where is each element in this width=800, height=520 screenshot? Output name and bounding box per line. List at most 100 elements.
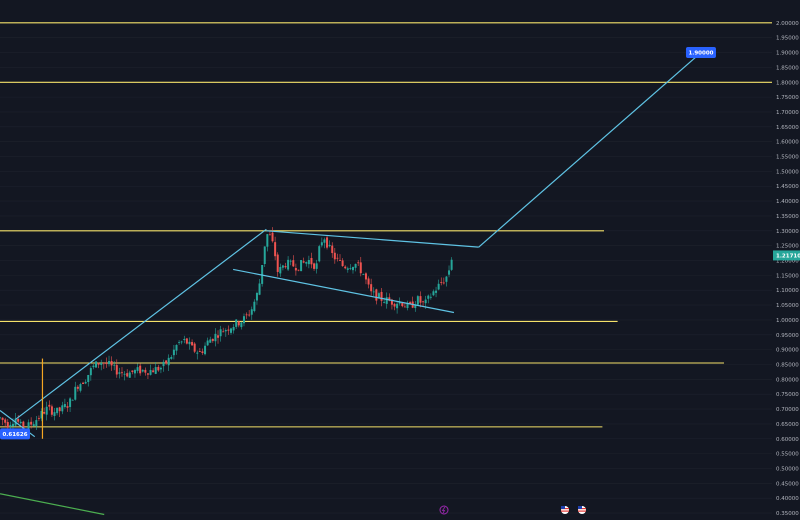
candle-body	[183, 338, 186, 341]
candle-body	[432, 291, 435, 296]
candle-body	[437, 283, 440, 290]
candle-body	[48, 404, 51, 407]
candle-body	[79, 384, 82, 391]
candle-body	[149, 369, 152, 375]
candle-body	[82, 382, 85, 385]
candle-body	[170, 357, 173, 359]
candle-body	[250, 309, 253, 315]
candle-body	[159, 367, 162, 370]
candle-body	[253, 301, 256, 312]
candle-body	[258, 283, 261, 295]
candle-body	[281, 265, 284, 268]
candle-body	[398, 301, 401, 304]
candle-body	[232, 327, 235, 331]
candle-body	[217, 335, 220, 338]
candle-body	[396, 303, 399, 309]
candle-body	[123, 373, 126, 375]
y-tick-label: 1.35000	[776, 214, 799, 220]
candle-body	[235, 319, 238, 327]
y-tick-label: 0.70000	[776, 407, 799, 413]
candle-body	[245, 314, 248, 316]
candle-body	[92, 365, 95, 368]
us-flag-icon[interactable]	[578, 506, 586, 514]
candle-body	[17, 419, 20, 422]
candle-body	[333, 252, 336, 260]
y-tick-label: 1.45000	[776, 184, 799, 190]
y-tick-label: 1.75000	[776, 95, 799, 101]
y-tick-label: 1.30000	[776, 229, 799, 235]
candle-body	[383, 302, 386, 304]
candle-body	[388, 297, 391, 301]
candle-body	[35, 420, 38, 427]
y-tick-label: 0.65000	[776, 422, 799, 428]
candle-body	[89, 368, 92, 376]
candle-body	[50, 406, 53, 415]
y-tick-label: 1.00000	[776, 318, 799, 324]
trend-line-flag-bottom[interactable]	[233, 268, 455, 314]
y-tick-label: 1.80000	[776, 80, 799, 86]
candle-body	[30, 421, 33, 425]
trend-line-target-projection[interactable]	[478, 52, 702, 248]
candle-body	[302, 261, 305, 263]
candle-body	[266, 234, 269, 247]
candle-body	[320, 242, 323, 246]
candle-body	[6, 422, 9, 428]
y-tick-label: 1.10000	[776, 288, 799, 294]
candle-body	[69, 398, 72, 408]
trend-line-green-diagonal[interactable]	[0, 493, 105, 516]
candle-body	[401, 302, 404, 307]
candle-body	[162, 361, 165, 367]
y-tick-label: 1.90000	[776, 51, 799, 57]
candle-body	[118, 372, 121, 374]
candle-body	[9, 424, 12, 427]
candle-body	[370, 284, 373, 292]
candle-body	[287, 259, 290, 270]
annotation-box	[0, 428, 30, 440]
y-tick-label: 1.95000	[776, 36, 799, 42]
candle-body	[268, 234, 271, 236]
candle-body	[427, 295, 430, 299]
candle-body	[144, 369, 147, 373]
candle-body	[354, 263, 357, 268]
candle-body	[131, 370, 134, 372]
candle-body	[248, 314, 251, 316]
y-tick-label: 0.95000	[776, 333, 799, 339]
candle-body	[105, 362, 108, 364]
candle-body	[224, 329, 227, 332]
candle-body	[346, 268, 349, 270]
candle-body	[263, 246, 266, 265]
candle-body	[323, 239, 326, 243]
candle-body	[167, 357, 170, 366]
y-tick-label: 0.45000	[776, 481, 799, 487]
candle-body	[385, 297, 388, 304]
annotation-label: 1.90000	[688, 51, 713, 57]
candle-body	[201, 351, 204, 354]
y-tick-label: 0.60000	[776, 437, 799, 443]
y-tick-label: 1.60000	[776, 140, 799, 146]
candle-body	[40, 410, 43, 419]
candle-body	[377, 293, 380, 299]
candle-body	[211, 338, 214, 341]
horizontal-levels[interactable]	[0, 22, 800, 428]
candle-body	[180, 341, 183, 343]
candle-body	[185, 338, 188, 344]
candle-body	[349, 268, 352, 270]
lightning-icon[interactable]	[439, 505, 449, 515]
candle-body	[331, 245, 334, 254]
candle-body	[429, 296, 432, 298]
y-tick-label: 1.05000	[776, 303, 799, 309]
candle-body	[219, 329, 222, 337]
candle-body	[120, 372, 123, 374]
candle-body	[440, 282, 443, 283]
trend-line-long-channel[interactable]	[15, 228, 267, 420]
trend-line-flag-top[interactable]	[266, 230, 479, 248]
y-tick-label: 1.25000	[776, 244, 799, 250]
candle-body	[255, 292, 258, 301]
candle-body	[102, 362, 105, 364]
us-flag-icon[interactable]	[561, 506, 569, 514]
candle-body	[359, 262, 362, 274]
candle-body	[206, 340, 209, 346]
trend-lines[interactable]	[0, 52, 702, 516]
